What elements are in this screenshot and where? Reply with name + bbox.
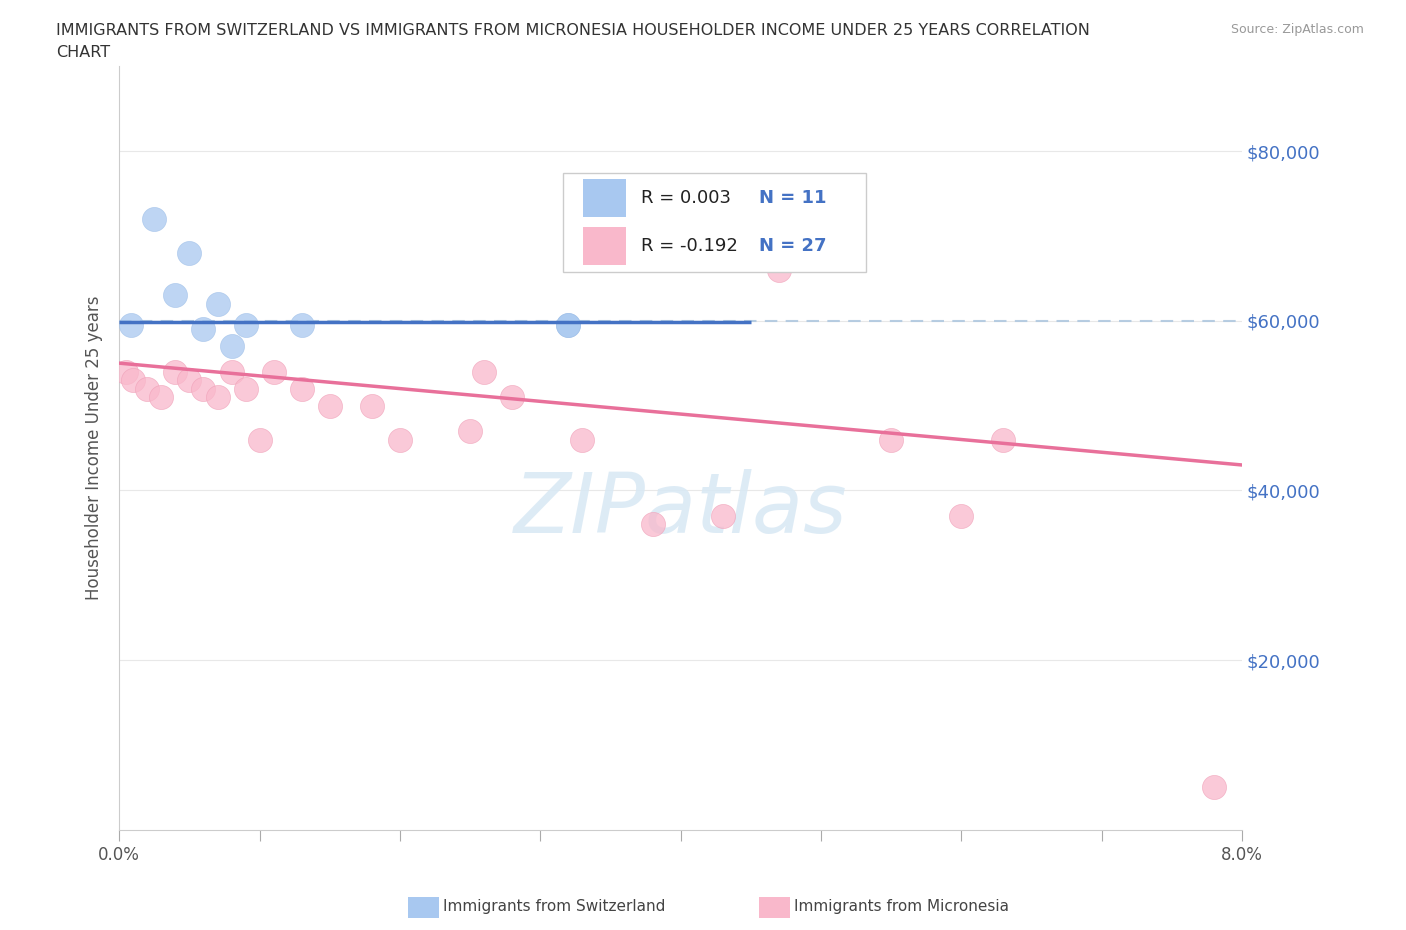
- Point: [179, 373, 201, 388]
- Point: [235, 317, 257, 332]
- Point: [880, 432, 903, 447]
- Point: [501, 390, 523, 405]
- Point: [165, 365, 187, 379]
- Point: [950, 509, 973, 524]
- Point: [193, 322, 215, 337]
- FancyBboxPatch shape: [583, 227, 626, 265]
- Point: [221, 365, 243, 379]
- Point: [115, 365, 138, 379]
- Point: [291, 381, 314, 396]
- Point: [221, 339, 243, 353]
- Point: [235, 381, 257, 396]
- FancyBboxPatch shape: [583, 179, 626, 218]
- Point: [207, 297, 229, 312]
- Point: [458, 423, 481, 438]
- Point: [179, 246, 201, 260]
- Text: R = 0.003: R = 0.003: [641, 190, 731, 207]
- Point: [1202, 780, 1225, 795]
- Text: CHART: CHART: [56, 45, 110, 60]
- Point: [263, 365, 285, 379]
- Text: ZIPatlas: ZIPatlas: [513, 469, 848, 550]
- Point: [472, 365, 495, 379]
- Text: N = 27: N = 27: [759, 236, 827, 255]
- Point: [557, 317, 579, 332]
- FancyBboxPatch shape: [562, 173, 866, 272]
- Y-axis label: Householder Income Under 25 years: Householder Income Under 25 years: [86, 296, 103, 600]
- Point: [120, 317, 142, 332]
- Text: R = -0.192: R = -0.192: [641, 236, 738, 255]
- Point: [711, 509, 734, 524]
- Point: [207, 390, 229, 405]
- Text: Immigrants from Switzerland: Immigrants from Switzerland: [443, 899, 665, 914]
- Point: [150, 390, 173, 405]
- Point: [557, 317, 579, 332]
- Point: [768, 262, 790, 277]
- Point: [993, 432, 1015, 447]
- Point: [361, 398, 384, 413]
- Text: N = 11: N = 11: [759, 190, 827, 207]
- Point: [319, 398, 342, 413]
- Text: IMMIGRANTS FROM SWITZERLAND VS IMMIGRANTS FROM MICRONESIA HOUSEHOLDER INCOME UND: IMMIGRANTS FROM SWITZERLAND VS IMMIGRANT…: [56, 23, 1090, 38]
- Point: [165, 287, 187, 302]
- Point: [122, 373, 145, 388]
- Text: Source: ZipAtlas.com: Source: ZipAtlas.com: [1230, 23, 1364, 36]
- Point: [388, 432, 411, 447]
- Point: [136, 381, 159, 396]
- Point: [193, 381, 215, 396]
- Point: [143, 211, 166, 226]
- Text: Immigrants from Micronesia: Immigrants from Micronesia: [794, 899, 1010, 914]
- Point: [291, 317, 314, 332]
- Point: [641, 517, 664, 532]
- Point: [571, 432, 593, 447]
- Point: [249, 432, 271, 447]
